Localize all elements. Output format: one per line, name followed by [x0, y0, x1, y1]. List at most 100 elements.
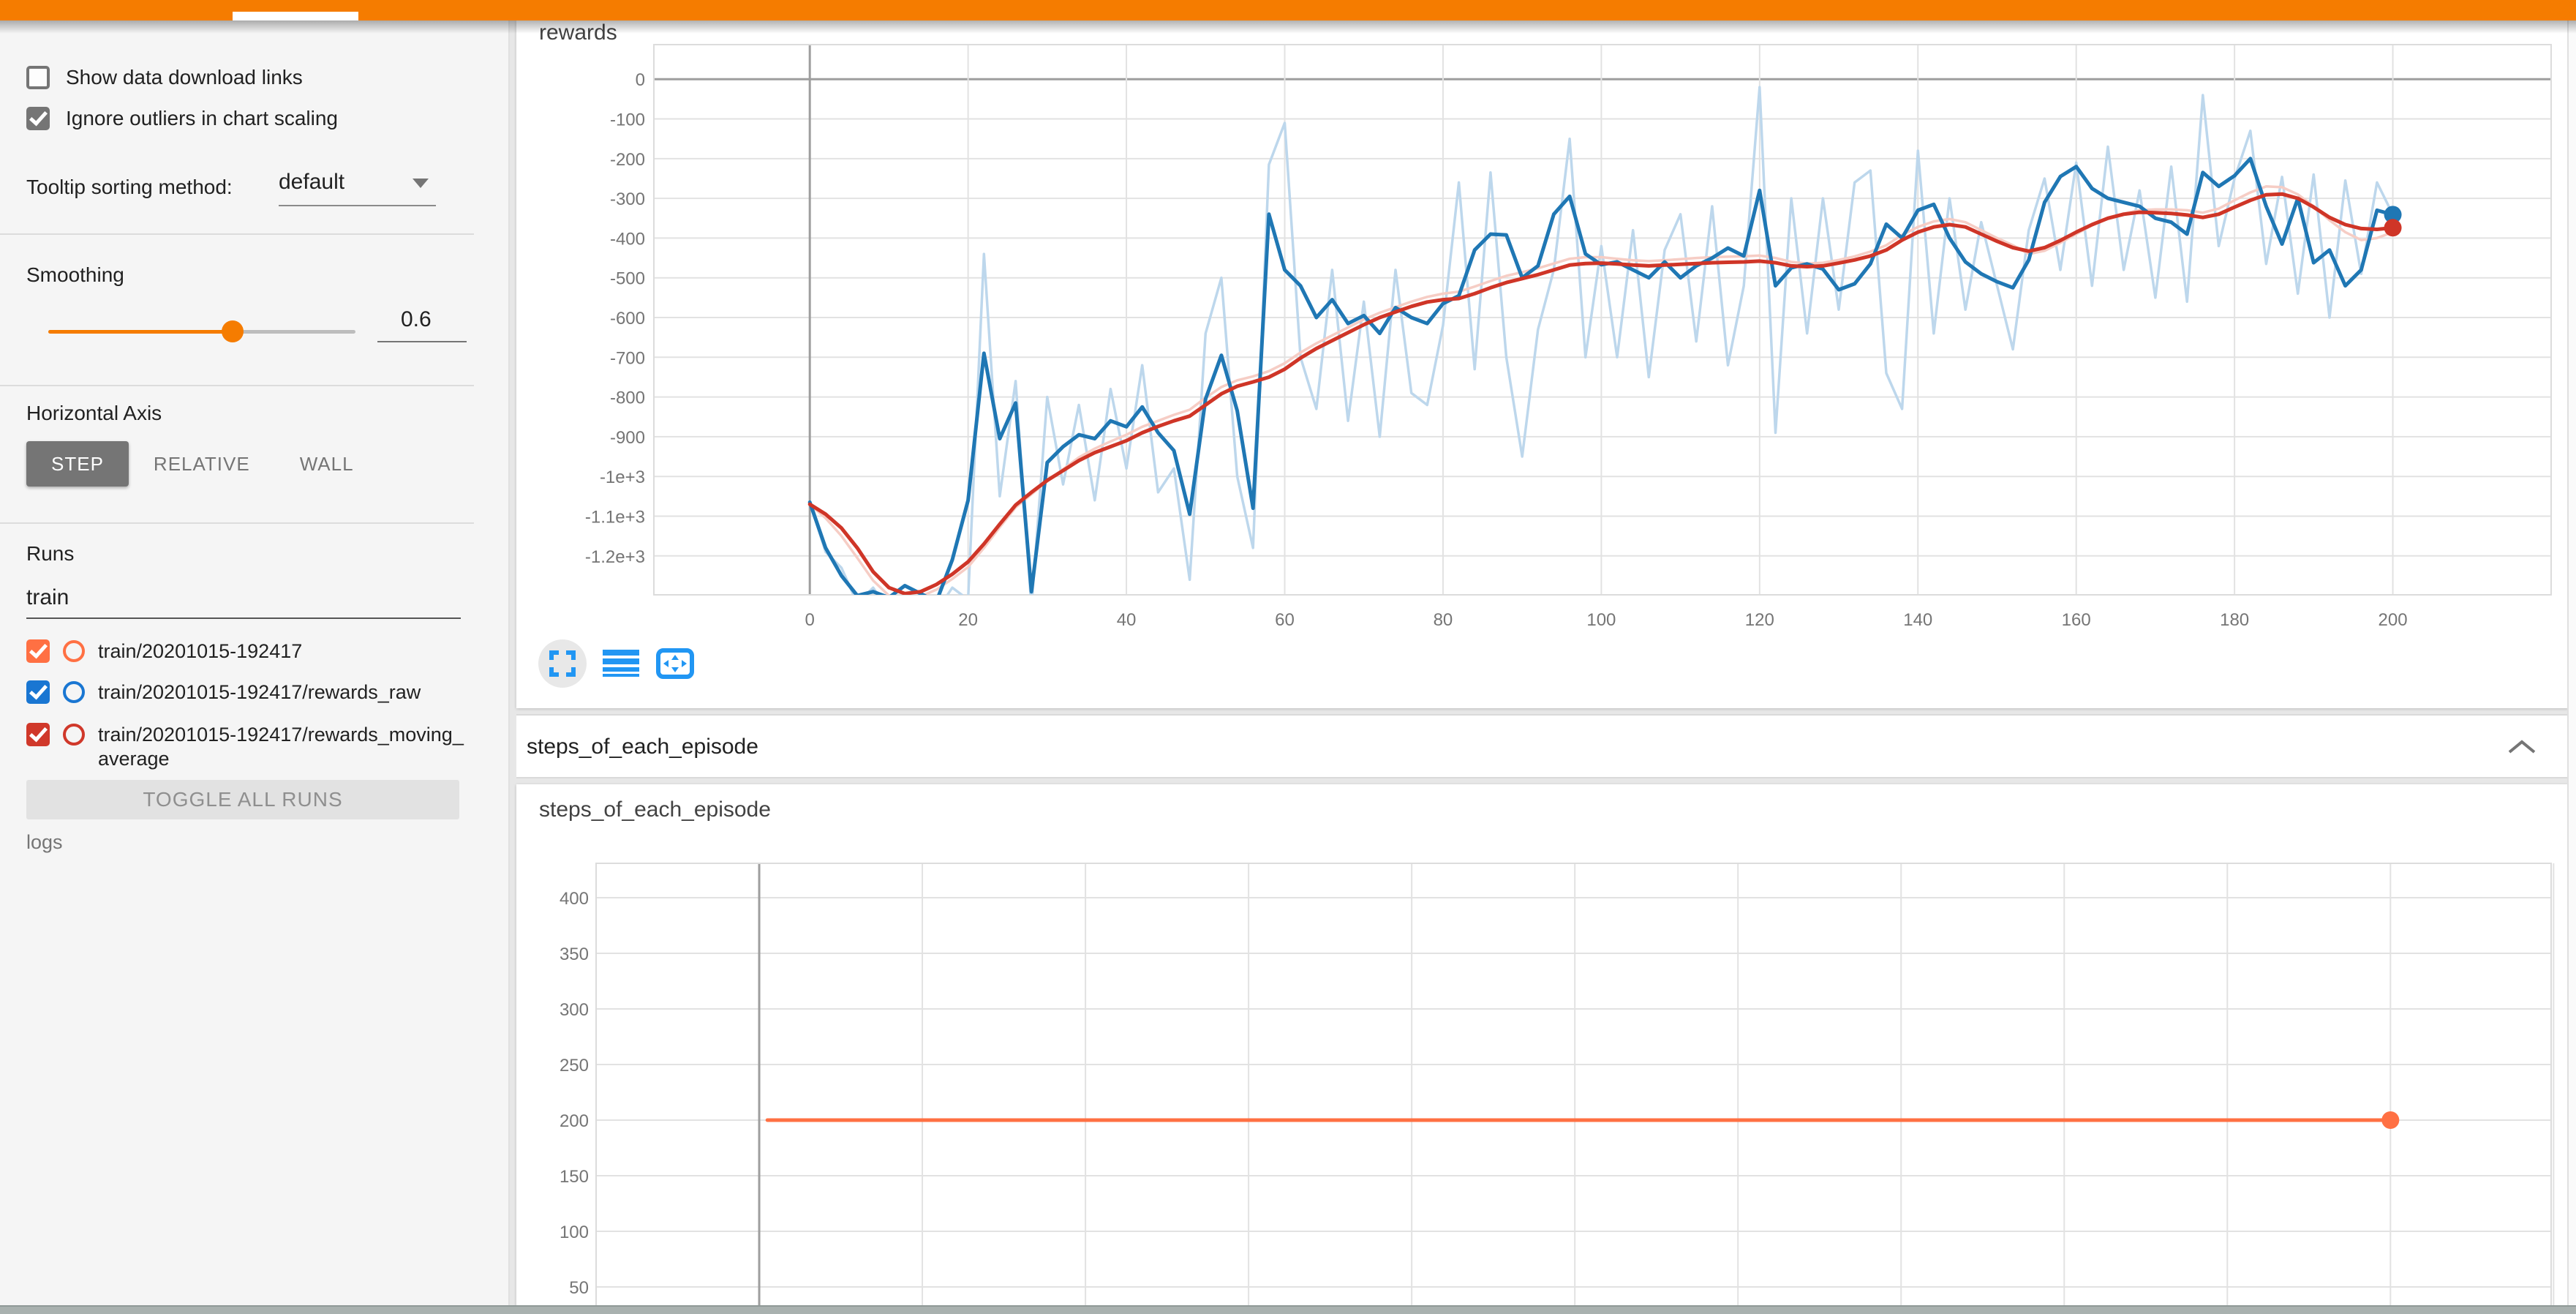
slider-handle[interactable] [222, 320, 244, 342]
scrollbar-track[interactable] [2567, 20, 2576, 1305]
active-tab-indicator [233, 12, 358, 20]
smoothing-label: Smoothing [26, 263, 124, 286]
dropdown-arrow-icon [413, 179, 429, 188]
checkbox-icon[interactable] [26, 66, 50, 89]
ignore-outliers-option[interactable]: Ignore outliers in chart scaling [26, 107, 338, 130]
settings-sidebar: Show data download links Ignore outliers… [0, 20, 510, 1314]
y-tick-label: -700 [610, 348, 645, 368]
rewards-card: rewards 0 -100 -200 -300 -400 -500 -600 -700 -80… [516, 20, 2569, 708]
y-tick-label: -800 [610, 388, 645, 408]
run-row[interactable]: train/20201015-192417/rewards_moving_ave… [26, 723, 464, 771]
x-tick-label: 120 [1745, 610, 1774, 630]
tooltip-sorting-label: Tooltip sorting method: [26, 176, 233, 198]
app-header [0, 0, 2576, 20]
y-tick-label: 100 [560, 1223, 589, 1242]
horizontal-axis-buttons: STEP RELATIVE WALL [26, 441, 379, 487]
end-marker[interactable] [2384, 206, 2402, 224]
run-label: train/20201015-192417/rewards_raw [98, 681, 421, 703]
tooltip-sorting-row: Tooltip sorting method: default [26, 170, 472, 206]
steps-of-each-episode-card: steps_of_each_episode 400 350 300 250 200 150… [516, 784, 2569, 1314]
run-row[interactable]: train/20201015-192417 [26, 639, 302, 664]
divider [0, 385, 474, 386]
horizontal-axis-label: Horizontal Axis [26, 402, 162, 424]
steps-chart[interactable]: 400 350 300 250 200 150 100 50 [516, 834, 2564, 1314]
divider [0, 233, 474, 235]
series-line[interactable] [807, 192, 2395, 595]
y-tick-label: 0 [636, 70, 645, 90]
run-label: train/20201015-192417 [98, 640, 303, 662]
x-tick-label: 60 [1275, 610, 1295, 630]
fit-domain-icon[interactable] [655, 647, 695, 680]
chart-title: rewards [539, 20, 617, 45]
y-tick-label: 250 [560, 1056, 589, 1075]
section-title: steps_of_each_episode [527, 735, 758, 759]
divider [0, 522, 474, 524]
run-checkbox[interactable] [26, 723, 50, 746]
y-tick-label: -200 [610, 150, 645, 170]
chart-toolbar [538, 639, 695, 688]
x-tick-label: 180 [2220, 610, 2249, 630]
y-tick-label: 300 [560, 1000, 589, 1020]
x-tick-label: 80 [1434, 610, 1453, 630]
runs-label: Runs [26, 542, 75, 565]
run-color-circle-icon[interactable] [63, 640, 85, 662]
run-label: train/20201015-192417/rewards_moving_ave… [98, 724, 464, 770]
window-bottom-edge [0, 1305, 2576, 1314]
y-tick-label: -1.1e+3 [585, 507, 645, 527]
fit-domain-glyph [656, 648, 694, 679]
haxis-button-wall[interactable]: WALL [275, 441, 379, 487]
toggle-all-runs-button[interactable]: TOGGLE ALL RUNS [26, 780, 459, 819]
rewards-chart[interactable]: 0 -100 -200 -300 -400 -500 -600 -700 -800 -900 -1e… [563, 20, 2567, 650]
x-tick-label: 0 [805, 610, 815, 630]
runs-filter-input[interactable] [26, 581, 461, 619]
show-data-download-links-option[interactable]: Show data download links [26, 66, 303, 89]
end-marker[interactable] [2384, 219, 2402, 237]
x-tick-label: 40 [1117, 610, 1137, 630]
checkbox-icon[interactable] [26, 107, 50, 130]
slider-fill [48, 330, 233, 334]
steps-plot-svg: 400 350 300 250 200 150 100 50 [560, 863, 2555, 1314]
y-tick-label: -400 [610, 229, 645, 249]
y-tick-label: 200 [560, 1111, 589, 1131]
x-tick-label: 160 [2062, 610, 2091, 630]
fullscreen-glyph [549, 650, 576, 677]
end-marker[interactable] [2381, 1111, 2400, 1130]
haxis-button-step[interactable]: STEP [26, 441, 129, 487]
rewards-plot-svg: 0 -100 -200 -300 -400 -500 -600 -700 -800 -900 -1e… [585, 44, 2552, 630]
option-label: Ignore outliers in chart scaling [66, 107, 338, 129]
chevron-up-icon[interactable] [2507, 739, 2537, 755]
y-tick-label: -900 [610, 428, 645, 448]
run-checkbox[interactable] [26, 680, 50, 704]
logs-path-label: logs [26, 831, 63, 853]
run-row[interactable]: train/20201015-192417/rewards_raw [26, 680, 421, 705]
y-tick-label: 50 [569, 1278, 589, 1298]
run-color-circle-icon[interactable] [63, 724, 85, 746]
x-tick-label: 200 [2379, 610, 2408, 630]
section-header-steps-of-each-episode[interactable]: steps_of_each_episode [516, 714, 2569, 778]
y-tick-label: -600 [610, 309, 645, 328]
smoothing-value-field[interactable]: 0.6 [377, 307, 467, 342]
fullscreen-icon[interactable] [538, 639, 587, 688]
option-label: Show data download links [66, 66, 303, 89]
y-tick-label: -1e+3 [600, 468, 645, 487]
chart-title: steps_of_each_episode [539, 797, 771, 822]
y-tick-label: -100 [610, 110, 645, 130]
smoothing-slider[interactable] [48, 320, 355, 342]
x-tick-label: 140 [1903, 610, 1932, 630]
x-tick-label: 100 [1586, 610, 1616, 630]
data-table-glyph [603, 650, 639, 677]
run-color-circle-icon[interactable] [63, 681, 85, 703]
y-tick-label: 150 [560, 1167, 589, 1187]
data-table-icon[interactable] [603, 650, 639, 677]
y-tick-label: -1.2e+3 [585, 547, 645, 567]
run-checkbox[interactable] [26, 639, 50, 663]
y-tick-label: 400 [560, 889, 589, 909]
y-tick-label: -300 [610, 189, 645, 209]
dropdown-value: default [279, 170, 345, 194]
series-line[interactable] [808, 86, 2395, 612]
tooltip-sorting-dropdown[interactable]: default [279, 170, 436, 206]
x-tick-label: 20 [958, 610, 978, 630]
haxis-button-relative[interactable]: RELATIVE [129, 441, 275, 487]
y-tick-label: -500 [610, 269, 645, 289]
